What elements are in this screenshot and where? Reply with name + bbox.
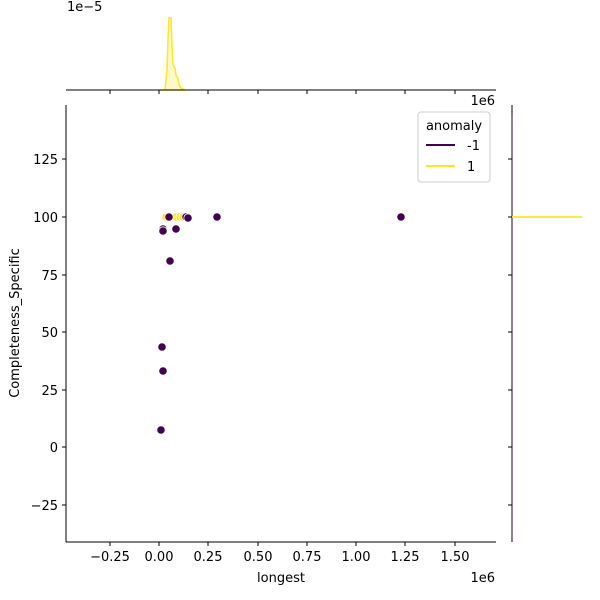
- x-offset-label: 1e6: [470, 571, 495, 586]
- svg-text:0.50: 0.50: [244, 550, 273, 565]
- svg-text:0.00: 0.00: [145, 550, 174, 565]
- top-marginal: 1e−5 1e6: [66, 0, 496, 109]
- svg-text:125: 125: [33, 153, 58, 168]
- y-axis-label: Completeness_Specific: [8, 248, 23, 398]
- svg-text:50: 50: [41, 326, 58, 341]
- point-anomaly-neg1: [157, 342, 167, 352]
- scatter-points: [156, 212, 406, 435]
- legend-label-1: 1: [467, 160, 475, 175]
- svg-text:75: 75: [41, 269, 58, 284]
- point-anomaly-neg1: [396, 212, 406, 222]
- svg-text:25: 25: [41, 384, 58, 399]
- point-anomaly-neg1: [158, 366, 168, 376]
- right-marginal: [508, 105, 582, 542]
- svg-text:1.00: 1.00: [342, 550, 371, 565]
- svg-text:1.25: 1.25: [391, 550, 420, 565]
- top-marginal-scale-label: 1e−5: [67, 0, 102, 15]
- point-anomaly-neg1: [171, 224, 181, 234]
- x-axis-label: longest: [257, 571, 305, 586]
- svg-text:0.75: 0.75: [293, 550, 322, 565]
- point-anomaly-neg1: [165, 256, 175, 266]
- point-anomaly-neg1: [183, 213, 193, 223]
- top-kde-anomaly-1: [160, 17, 186, 91]
- point-anomaly-neg1: [212, 212, 222, 222]
- svg-text:1.50: 1.50: [441, 550, 470, 565]
- main-axes: −0.25 0.00 0.25 0.50 0.75 1.00 1.25 1.50…: [8, 105, 496, 586]
- svg-text:−25: −25: [31, 499, 58, 514]
- svg-text:100: 100: [33, 211, 58, 226]
- point-anomaly-neg1: [156, 425, 166, 435]
- legend-label-neg1: -1: [467, 139, 480, 154]
- svg-text:−0.25: −0.25: [90, 550, 130, 565]
- top-marginal-x-offset: 1e6: [470, 94, 495, 109]
- legend-title: anomaly: [426, 119, 482, 134]
- point-anomaly-neg1: [164, 212, 174, 222]
- svg-text:0.25: 0.25: [194, 550, 223, 565]
- y-tick-labels: 125 100 75 50 25 0 −25: [31, 153, 58, 514]
- point-anomaly-neg1: [158, 226, 168, 236]
- x-tick-labels: −0.25 0.00 0.25 0.50 0.75 1.00 1.25 1.50: [90, 550, 469, 565]
- svg-text:0: 0: [50, 441, 58, 456]
- legend: anomaly -1 1: [417, 111, 491, 183]
